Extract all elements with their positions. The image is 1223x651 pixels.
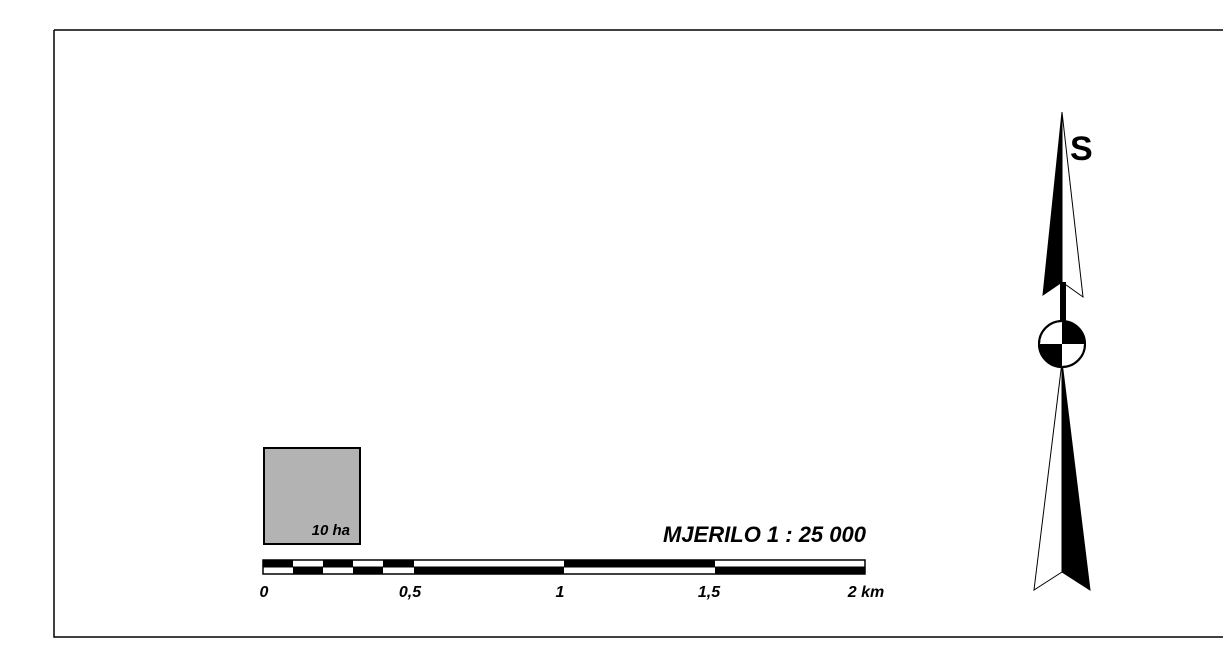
scale-tick-label: 1,5 [698, 584, 721, 601]
scale-title: MJERILO 1 : 25 000 [663, 522, 867, 547]
arrow-lower-dark-half [1061, 361, 1091, 591]
scale-segment [414, 567, 564, 574]
scale-segment [715, 567, 865, 574]
scale-tick-label: 0 [260, 584, 269, 601]
north-arrow-icon [1033, 111, 1091, 591]
map-frame [53, 29, 1223, 638]
arrow-upper-light-half [1061, 111, 1084, 299]
scale-segment [323, 560, 353, 567]
arrow-lower-light-half [1033, 361, 1063, 591]
compass-circle [1038, 320, 1086, 368]
arrow-shaft [1060, 282, 1066, 322]
scale-bar [262, 559, 866, 575]
scale-tick-label: 2 km [847, 584, 884, 601]
arrow-upper-dark-half [1042, 111, 1063, 297]
area-reference: 10 ha [263, 447, 361, 545]
scale-segment [383, 560, 414, 567]
scale-tick-label: 1 [556, 584, 565, 601]
scale-segment [564, 560, 715, 567]
scale-segment [263, 560, 293, 567]
north-arrow-letter: S [1070, 130, 1093, 168]
area-reference-square [263, 447, 361, 545]
scale-segment [353, 567, 383, 574]
scale-tick-label: 0,5 [399, 584, 422, 601]
area-reference-label: 10 ha [312, 522, 350, 539]
scale-segment [293, 567, 323, 574]
